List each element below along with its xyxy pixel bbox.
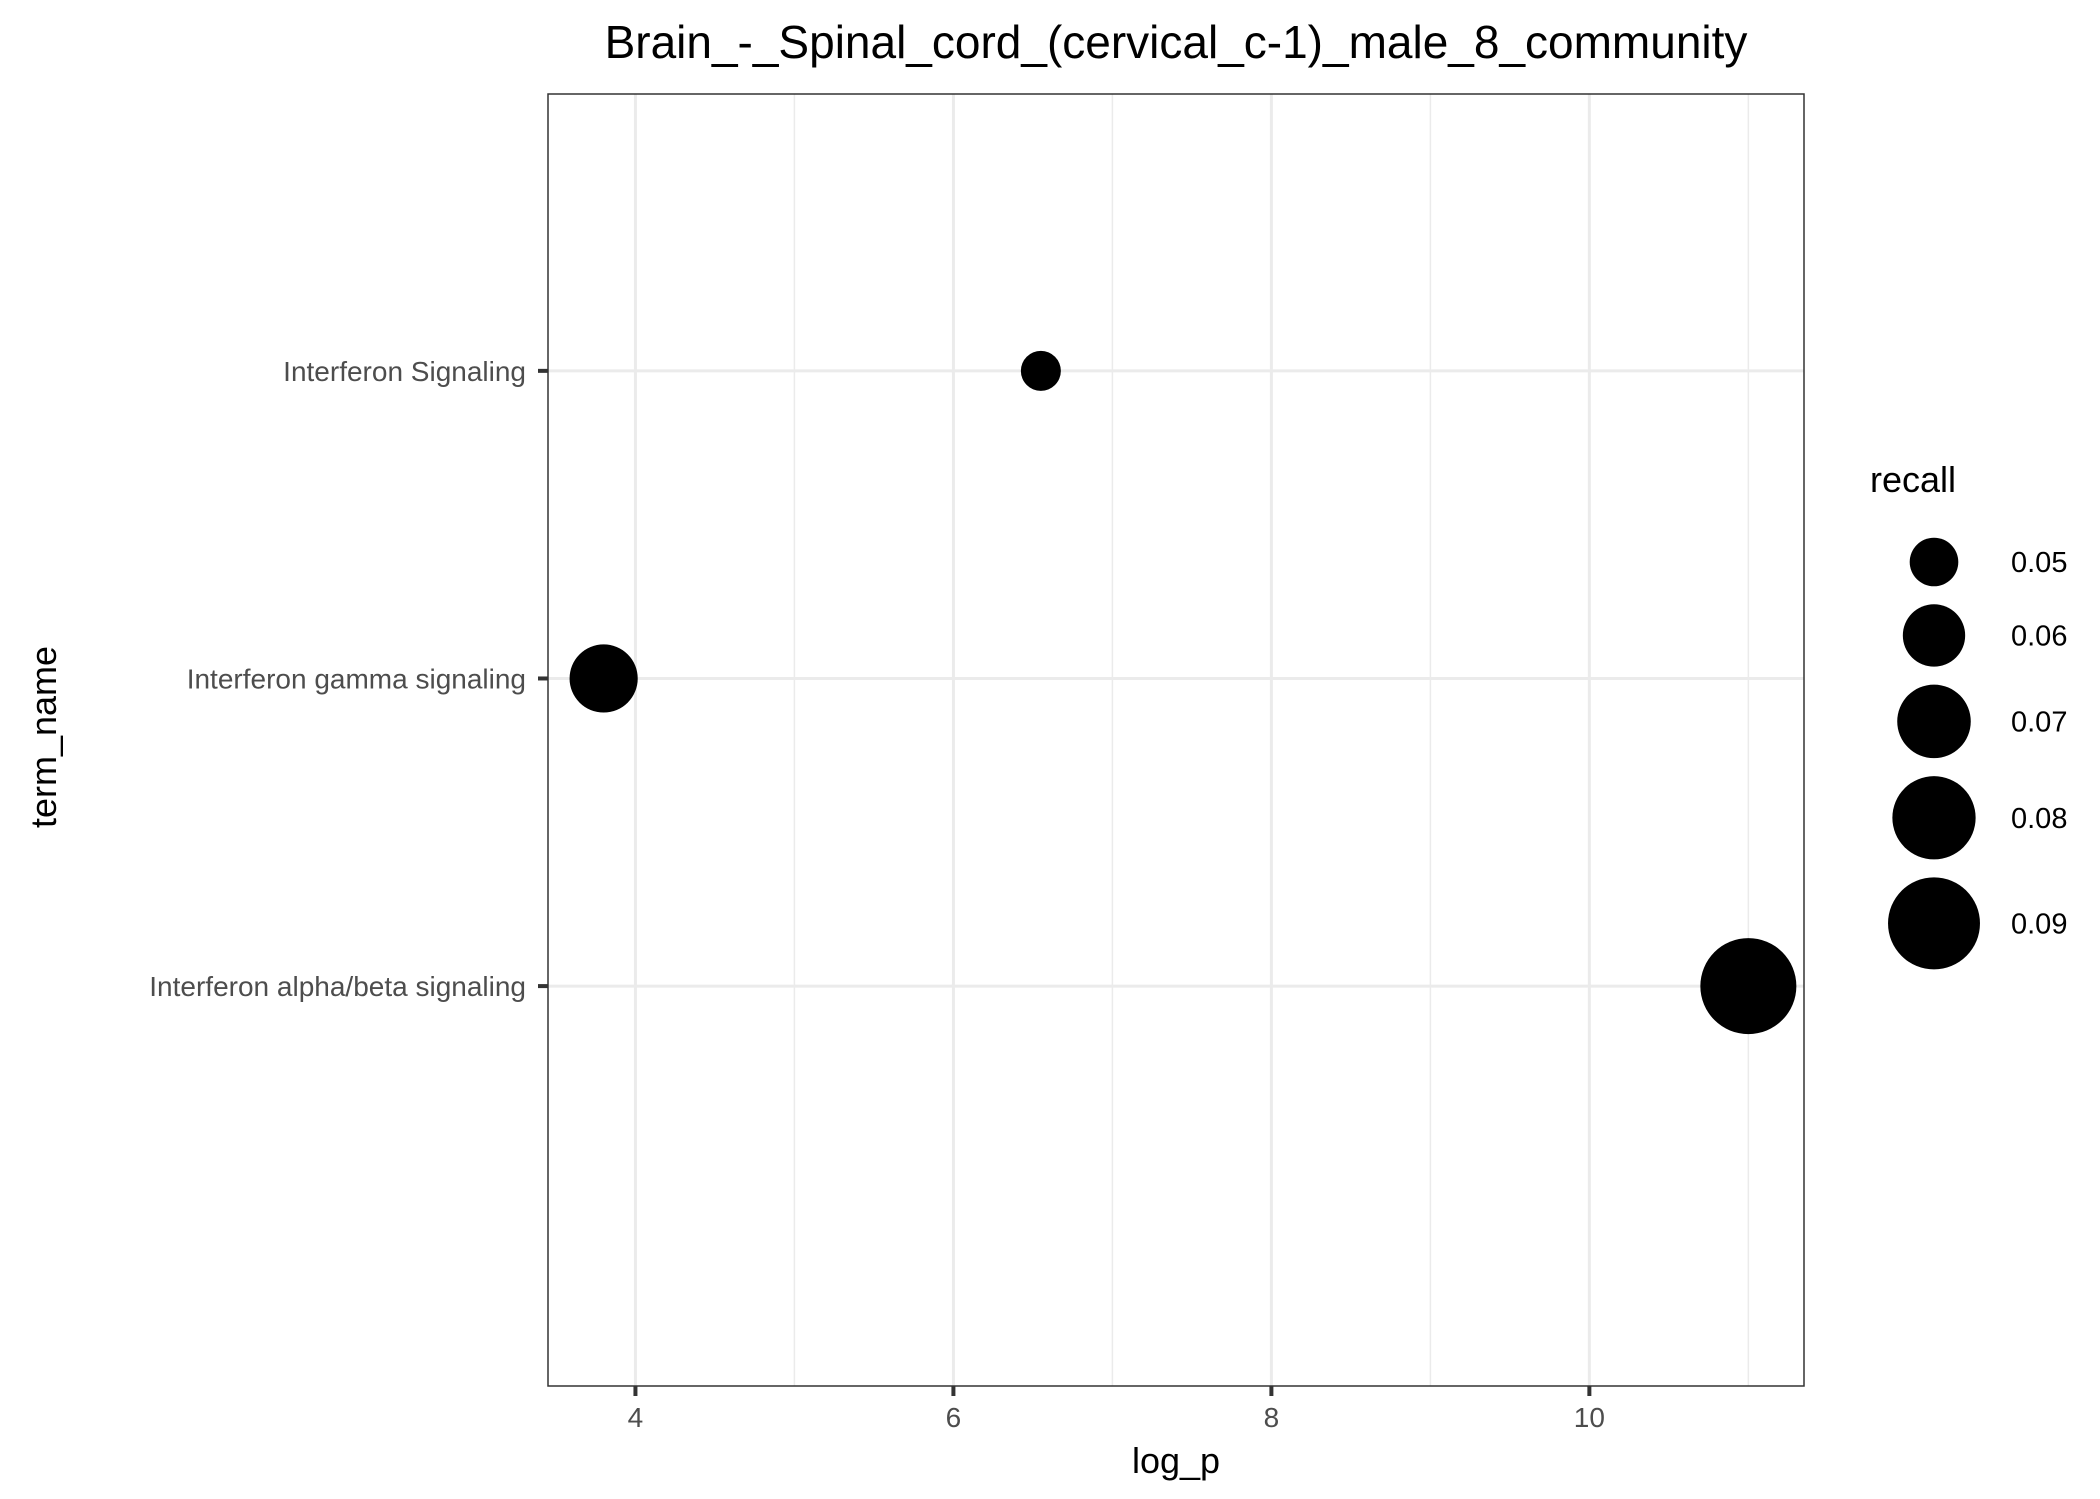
y-axis: Interferon Signaling Interferon gamma sig… xyxy=(149,356,548,1002)
legend-label: 0.05 xyxy=(2011,547,2067,579)
legend-size-marker xyxy=(1892,776,1976,860)
data-point xyxy=(1020,350,1061,391)
y-tick-label: Interferon gamma signaling xyxy=(187,663,526,694)
recall-size-legend: recall 0.05 0.06 0.07 0.08 0.09 xyxy=(1870,459,2067,970)
legend-label: 0.08 xyxy=(2011,803,2067,835)
legend-size-marker xyxy=(1897,684,1971,759)
legend-size-marker xyxy=(1902,604,1966,667)
legend-label: 0.07 xyxy=(2011,706,2067,738)
plot-panel xyxy=(547,93,1805,1387)
x-axis: 4 6 8 10 xyxy=(628,1386,1605,1433)
x-tick-label: 6 xyxy=(946,1402,962,1433)
legend-items: 0.05 0.06 0.07 0.08 0.09 xyxy=(1888,537,2067,970)
data-point xyxy=(569,644,638,713)
y-axis-title: term_name xyxy=(23,646,64,828)
legend-title: recall xyxy=(1870,459,1956,500)
legend-size-marker xyxy=(1909,537,1959,587)
x-axis-title: log_p xyxy=(1132,1440,1220,1481)
plot-background xyxy=(548,94,1804,1386)
x-tick-label: 4 xyxy=(628,1402,644,1433)
grid-lines xyxy=(548,94,1804,1386)
data-points xyxy=(569,350,1797,1035)
legend-label: 0.09 xyxy=(2011,908,2067,940)
panel-border xyxy=(547,93,1805,1387)
x-tick-label: 8 xyxy=(1264,1402,1280,1433)
legend-size-marker xyxy=(1888,877,1980,970)
data-point xyxy=(1700,938,1797,1035)
y-tick-label: Interferon alpha/beta signaling xyxy=(149,971,526,1002)
y-tick-label: Interferon Signaling xyxy=(283,356,526,387)
x-tick-label: 10 xyxy=(1574,1402,1605,1433)
legend-label: 0.06 xyxy=(2011,620,2067,652)
chart-title: Brain_-_Spinal_cord_(cervical_c-1)_male_… xyxy=(605,16,1748,68)
